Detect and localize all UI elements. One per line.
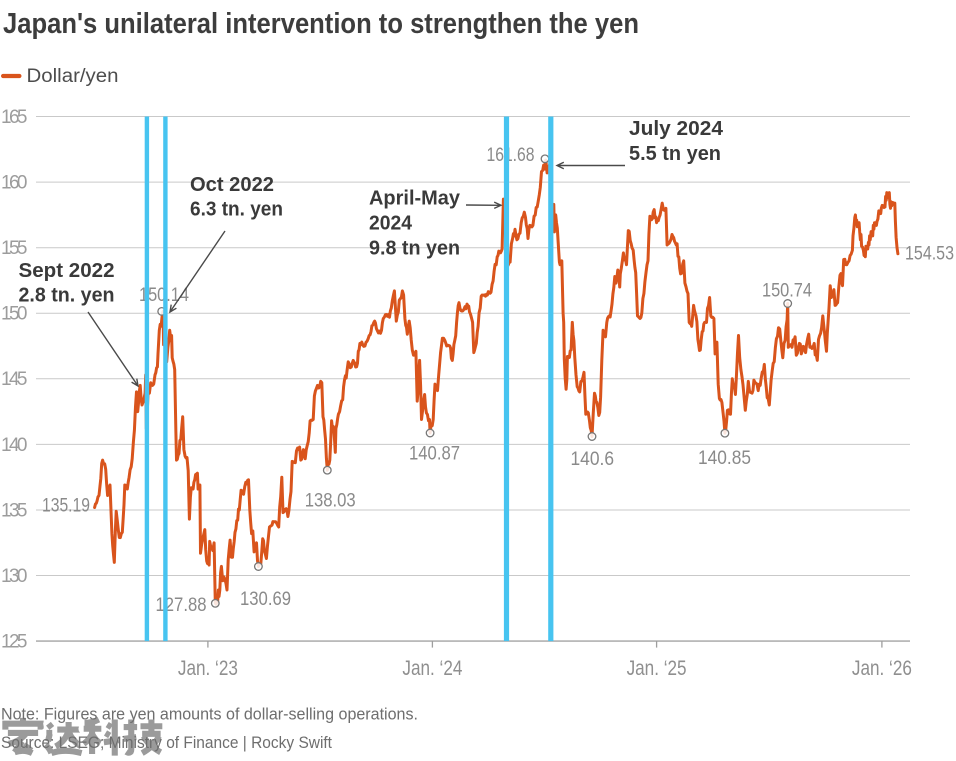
svg-text:140.85: 140.85 — [698, 448, 751, 469]
svg-text:140.6: 140.6 — [571, 449, 615, 470]
svg-text:July 2024: July 2024 — [629, 118, 724, 140]
svg-text:130: 130 — [1, 566, 28, 587]
svg-text:155: 155 — [1, 238, 28, 259]
svg-text:April-May: April-May — [369, 188, 461, 210]
svg-text:Sept 2022: Sept 2022 — [19, 260, 115, 282]
svg-text:150: 150 — [1, 304, 28, 325]
svg-text:Source: LSEG; Ministry of Fina: Source: LSEG; Ministry of Finance | Rock… — [1, 733, 332, 752]
svg-text:165: 165 — [1, 107, 28, 128]
svg-text:140: 140 — [1, 435, 28, 456]
svg-text:Jan. ‘26: Jan. ‘26 — [852, 656, 912, 680]
svg-text:145: 145 — [1, 369, 28, 390]
svg-text:135: 135 — [1, 500, 28, 521]
svg-text:2024: 2024 — [369, 213, 413, 235]
svg-text:Jan. ‘25: Jan. ‘25 — [627, 656, 687, 680]
svg-text:154.53: 154.53 — [905, 244, 954, 265]
svg-text:Japan's unilateral interventio: Japan's unilateral intervention to stren… — [3, 8, 639, 40]
svg-text:138.03: 138.03 — [305, 491, 356, 512]
svg-text:161.68: 161.68 — [487, 145, 535, 166]
svg-text:150.74: 150.74 — [762, 281, 812, 302]
svg-text:130.69: 130.69 — [240, 589, 291, 610]
svg-text:160: 160 — [1, 173, 28, 194]
svg-text:2.8 tn. yen: 2.8 tn. yen — [19, 285, 115, 307]
svg-text:140.87: 140.87 — [409, 444, 460, 465]
svg-text:125: 125 — [1, 632, 28, 653]
svg-text:127.88: 127.88 — [156, 595, 207, 616]
svg-text:135.19: 135.19 — [42, 496, 90, 517]
svg-text:Oct 2022: Oct 2022 — [190, 174, 274, 196]
svg-text:Jan. ‘23: Jan. ‘23 — [178, 656, 238, 680]
svg-text:6.3 tn. yen: 6.3 tn. yen — [190, 199, 283, 221]
svg-text:5.5 tn yen: 5.5 tn yen — [629, 143, 721, 165]
svg-text:Dollar/yen: Dollar/yen — [27, 66, 119, 87]
svg-text:9.8 tn yen: 9.8 tn yen — [369, 238, 460, 260]
svg-text:Note: Figures are yen amounts: Note: Figures are yen amounts of dollar-… — [1, 705, 418, 724]
svg-text:Jan. ‘24: Jan. ‘24 — [402, 656, 462, 680]
